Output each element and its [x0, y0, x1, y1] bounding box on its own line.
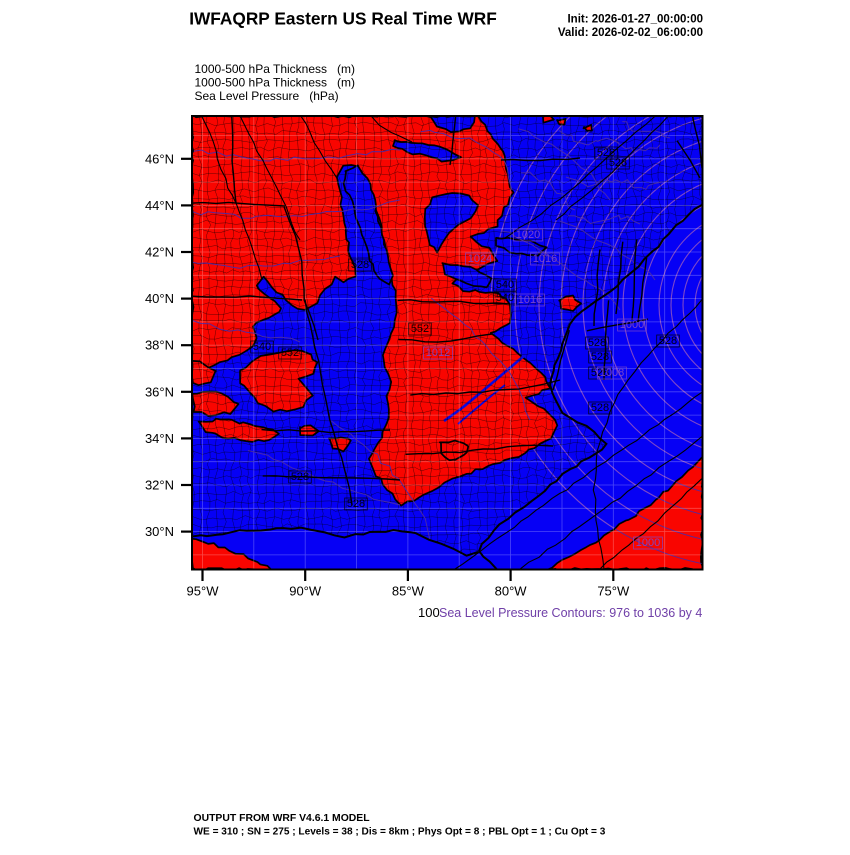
- svg-text:40°N: 40°N: [145, 291, 174, 306]
- svg-text:32°N: 32°N: [145, 478, 174, 493]
- svg-text:1024: 1024: [468, 253, 492, 265]
- svg-text:1000: 1000: [620, 319, 644, 331]
- svg-text:30°N: 30°N: [145, 524, 174, 539]
- svg-text:OUTPUT FROM WRF V4.6.1 MODEL: OUTPUT FROM WRF V4.6.1 MODEL: [194, 813, 371, 824]
- svg-text:38°N: 38°N: [145, 338, 174, 353]
- svg-text:552: 552: [411, 323, 429, 335]
- svg-text:WE = 310 ; SN = 275 ; Levels =: WE = 310 ; SN = 275 ; Levels = 38 ; Dis …: [194, 827, 606, 838]
- svg-text:80°W: 80°W: [495, 584, 528, 599]
- svg-text:1012: 1012: [426, 347, 450, 359]
- svg-text:528: 528: [347, 498, 365, 510]
- svg-text:Sea Level Pressure Contours: 9: Sea Level Pressure Contours: 976 to 1036…: [439, 606, 702, 620]
- svg-text:36°N: 36°N: [145, 384, 174, 399]
- svg-text:1016: 1016: [518, 294, 542, 306]
- svg-text:46°N: 46°N: [145, 151, 174, 166]
- svg-text:528: 528: [591, 367, 609, 379]
- svg-text:1000-500 hPa Thickness (m): 1000-500 hPa Thickness (m): [195, 62, 356, 76]
- svg-text:44°N: 44°N: [145, 198, 174, 213]
- svg-text:528: 528: [291, 471, 309, 483]
- svg-text:Sea Level Pressure (hPa): Sea Level Pressure (hPa): [195, 89, 339, 103]
- svg-text:1008: 1008: [600, 367, 624, 379]
- svg-text:1000-500 hPa Thickness (m): 1000-500 hPa Thickness (m): [195, 76, 356, 90]
- svg-text:100: 100: [418, 605, 440, 620]
- svg-text:528: 528: [591, 402, 609, 414]
- svg-text:528: 528: [597, 147, 615, 159]
- svg-text:95°W: 95°W: [187, 584, 220, 599]
- svg-text:528: 528: [609, 157, 627, 169]
- svg-text:34°N: 34°N: [145, 431, 174, 446]
- svg-text:528: 528: [588, 337, 606, 349]
- svg-text:528: 528: [591, 351, 609, 363]
- svg-text:528: 528: [351, 259, 369, 271]
- svg-text:90°W: 90°W: [289, 584, 322, 599]
- svg-text:1020: 1020: [516, 229, 540, 241]
- svg-text:528: 528: [659, 335, 677, 347]
- svg-text:IWFAQRP Eastern US Real Time W: IWFAQRP Eastern US Real Time WRF: [189, 9, 497, 29]
- svg-text:1016: 1016: [533, 253, 557, 265]
- svg-text:Valid: 2026-02-02_06:00:00: Valid: 2026-02-02_06:00:00: [558, 27, 703, 39]
- svg-text:540: 540: [496, 292, 514, 304]
- svg-text:540: 540: [253, 341, 271, 353]
- svg-text:Init: 2026-01-27_00:00:00: Init: 2026-01-27_00:00:00: [567, 14, 703, 26]
- svg-text:85°W: 85°W: [392, 584, 425, 599]
- svg-text:75°W: 75°W: [597, 584, 630, 599]
- svg-text:1000: 1000: [636, 537, 660, 549]
- svg-text:540: 540: [496, 279, 514, 291]
- svg-text:552: 552: [281, 347, 299, 359]
- svg-text:42°N: 42°N: [145, 245, 174, 260]
